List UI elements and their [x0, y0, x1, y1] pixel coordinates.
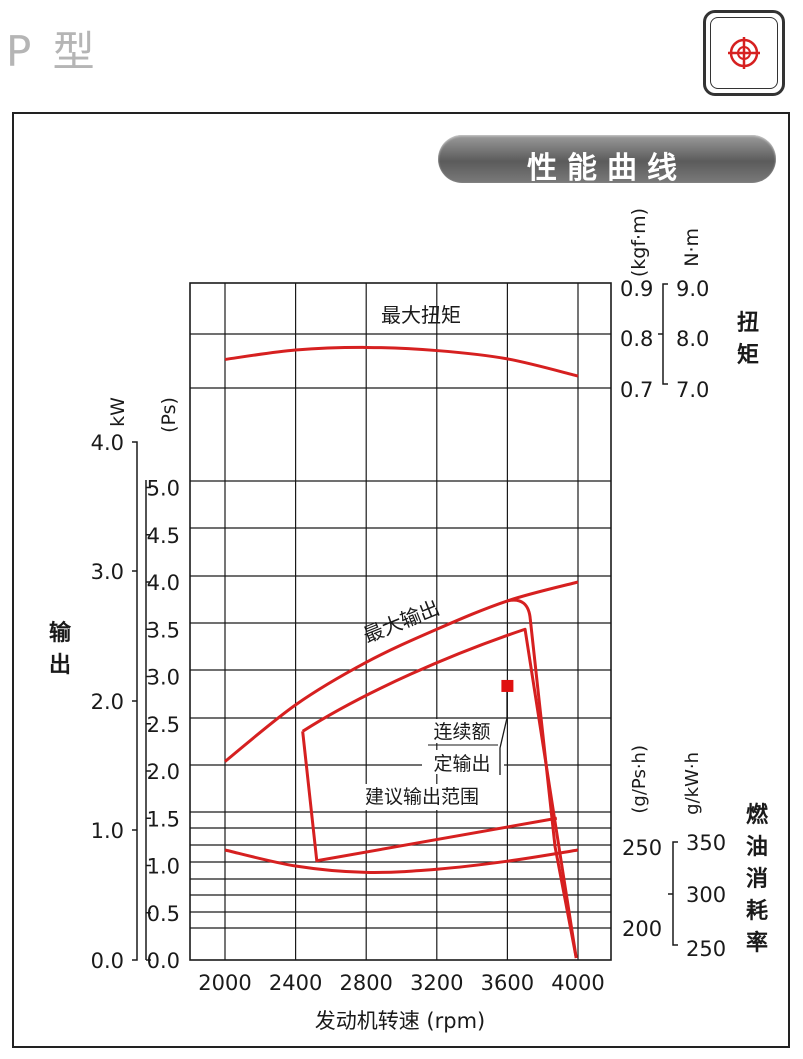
- rated-output-label-line2: 定输出: [433, 753, 490, 775]
- power-unit-kw: kW: [107, 397, 129, 427]
- fuel-tick-gkw-0: 350: [686, 831, 726, 855]
- series-line-2: [224, 848, 579, 874]
- fuel-axis: (g/Ps·h) g/kW·h 250 200 350 300 250 燃油消耗…: [622, 745, 769, 961]
- fuel-tick-gkw-2: 250: [686, 937, 726, 961]
- x-tick-0: 2000: [198, 971, 251, 995]
- x-axis: 2000 2400 2800 3200 3600 4000: [198, 971, 604, 995]
- rated-output-marker: [501, 679, 514, 692]
- power-tick-ps-0: 5.0: [147, 477, 180, 501]
- max-output-label: 最大输出: [360, 595, 443, 647]
- power-tick-ps-3: 3.5: [147, 618, 180, 642]
- power-tick-kw-3: 1.0: [91, 819, 124, 843]
- power-tick-ps-10: 0.0: [147, 949, 180, 973]
- chart-title: 性能曲线: [527, 151, 687, 186]
- torque-axis: (kgf·m) N·m 0.9 0.8 0.7 9.0 8.0 7.0 扭矩: [620, 208, 759, 402]
- plot-frame: [189, 282, 612, 961]
- torque-tick-nm-1: 8.0: [676, 327, 709, 351]
- rated-output-label-line1: 连续额: [433, 721, 490, 743]
- power-tick-kw-1: 3.0: [91, 560, 124, 584]
- torque-tick-kgfm-1: 0.8: [620, 327, 653, 351]
- power-tick-ps-1: 4.5: [147, 524, 180, 548]
- chart-panel: [12, 112, 790, 1048]
- power-axis: kW (Ps) 4.0 3.0 2.0 1.0 0.0 输出 5.0 4.5 4.0…: [49, 397, 180, 973]
- series-line-0: [224, 345, 579, 378]
- fuel-tick-gkw-1: 300: [686, 883, 726, 907]
- power-tick-ps-4: 3.0: [147, 666, 180, 690]
- x-tick-5: 4000: [551, 971, 604, 995]
- fuel-axis-label: 燃油消耗率: [746, 802, 769, 956]
- torque-unit-nm: N·m: [681, 228, 703, 267]
- x-tick-1: 2400: [269, 971, 322, 995]
- model-title: P 型: [6, 27, 99, 76]
- power-tick-ps-8: 1.0: [147, 855, 180, 879]
- x-tick-3: 3200: [410, 971, 463, 995]
- brand-logo: [703, 10, 785, 96]
- max-output-dropoff: [507, 598, 578, 959]
- power-tick-ps-5: 2.5: [147, 713, 180, 737]
- fuel-unit-gps: (g/Ps·h): [629, 745, 650, 814]
- power-tick-ps-9: 0.5: [147, 902, 180, 926]
- fuel-tick-gps-0: 250: [622, 836, 662, 860]
- power-tick-kw-0: 4.0: [91, 431, 124, 455]
- recommended-range-label: 建议输出范围: [365, 786, 479, 808]
- torque-axis-label: 扭矩: [737, 311, 759, 368]
- fuel-tick-gps-1: 200: [622, 917, 662, 941]
- torque-tick-kgfm-2: 0.7: [620, 378, 653, 402]
- max-torque-label: 最大扭矩: [381, 303, 461, 327]
- chart-title-banner: 性能曲线: [438, 135, 776, 186]
- x-axis-label: 发动机转速 (rpm): [315, 1009, 485, 1033]
- recommended-range-outline: [301, 627, 578, 959]
- torque-tick-kgfm-0: 0.9: [620, 277, 653, 301]
- power-tick-ps-2: 4.0: [147, 571, 180, 595]
- power-tick-ps-6: 2.0: [147, 760, 180, 784]
- torque-tick-nm-0: 9.0: [676, 277, 709, 301]
- power-axis-label: 输出: [49, 620, 72, 678]
- x-tick-4: 3600: [481, 971, 534, 995]
- power-unit-ps: (Ps): [158, 397, 180, 433]
- power-tick-ps-7: 1.5: [147, 807, 180, 831]
- torque-tick-nm-2: 7.0: [676, 378, 709, 402]
- power-tick-kw-2: 2.0: [91, 690, 124, 714]
- x-tick-2: 2800: [339, 971, 392, 995]
- power-tick-kw-4: 0.0: [91, 949, 124, 973]
- torque-unit-kgfm: (kgf·m): [628, 208, 650, 277]
- fuel-unit-gkw: g/kW·h: [682, 752, 703, 815]
